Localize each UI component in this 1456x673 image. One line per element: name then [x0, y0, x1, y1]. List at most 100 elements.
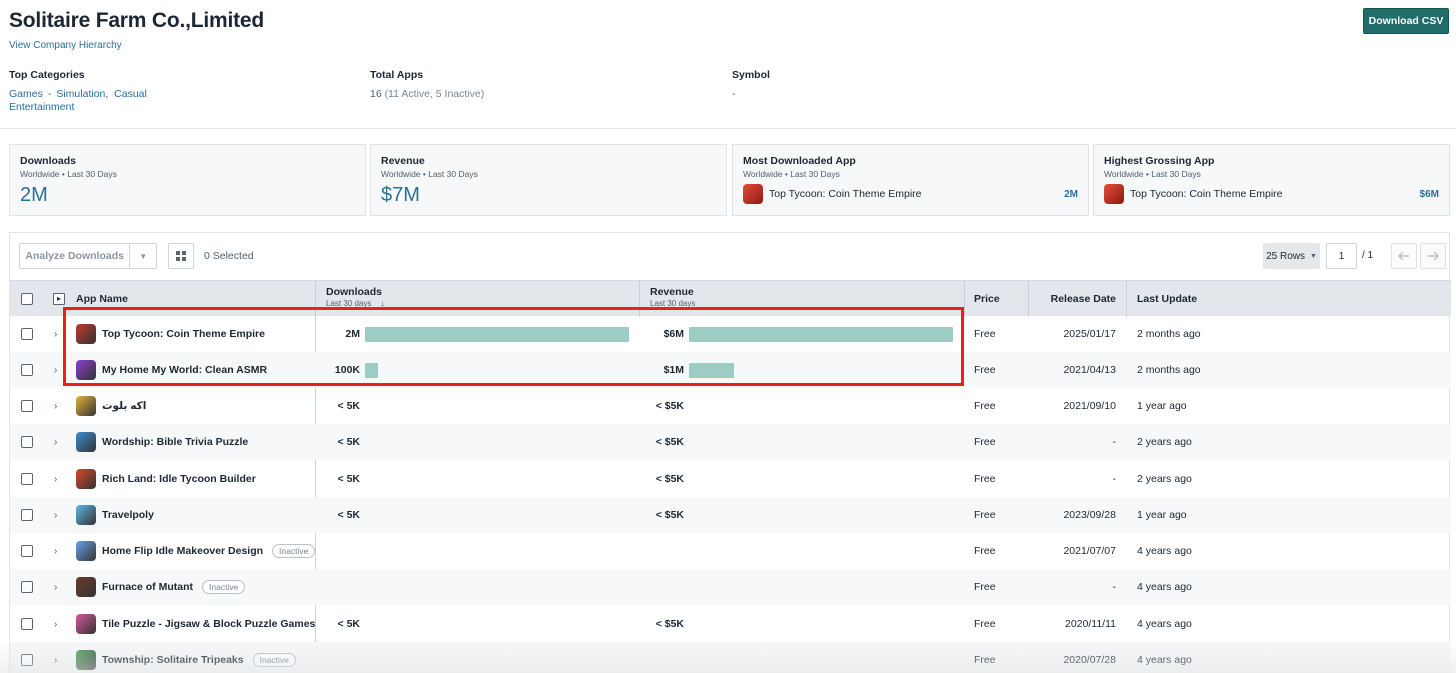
total-apps-value: 16 (11 Active, 5 Inactive): [370, 88, 710, 101]
grid-view-button[interactable]: [168, 243, 194, 269]
stat-app-name[interactable]: Top Tycoon: Coin Theme Empire: [1130, 188, 1283, 200]
app-name-cell[interactable]: Home Flip Idle Makeover Design Inactive: [76, 533, 316, 569]
category-separator: ,: [105, 88, 109, 100]
release-date-value: -: [1112, 473, 1117, 485]
app-name-link[interactable]: Furnace of Mutant: [102, 581, 193, 593]
app-name-link[interactable]: Top Tycoon: Coin Theme Empire: [102, 328, 265, 340]
app-name-cell[interactable]: Tile Puzzle - Jigsaw & Block Puzzle Game…: [76, 606, 316, 642]
downloads-value: 2M: [345, 328, 360, 340]
app-name-link[interactable]: Home Flip Idle Makeover Design: [102, 545, 264, 557]
table-row[interactable]: › Top Tycoon: Coin Theme Empire 2M $6M Free 2…: [10, 316, 1451, 352]
category-link-simulation[interactable]: Simulation: [56, 88, 106, 100]
app-name-link[interactable]: My Home My World: Clean ASMR: [102, 364, 268, 376]
row-expand-toggle[interactable]: ›: [54, 569, 66, 605]
stat-app-row[interactable]: Top Tycoon: Coin Theme Empire 2M: [743, 184, 1078, 204]
app-name-link[interactable]: Wordship: Bible Trivia Puzzle: [102, 436, 249, 448]
column-header-app-name[interactable]: App Name: [76, 293, 128, 305]
row-expand-toggle[interactable]: ›: [54, 352, 66, 388]
download-csv-button[interactable]: Download CSV: [1363, 8, 1449, 34]
column-header-release-date[interactable]: Release Date: [1050, 293, 1116, 305]
app-name-cell[interactable]: Furnace of Mutant Inactive: [76, 569, 314, 605]
select-all-checkbox[interactable]: [21, 293, 33, 305]
downloads-value: 100K: [334, 364, 360, 376]
selected-count: 0 Selected: [204, 250, 254, 262]
app-name-cell[interactable]: My Home My World: Clean ASMR: [76, 352, 314, 388]
rows-per-page-select[interactable]: 25 Rows ▼: [1263, 243, 1320, 269]
stat-subtitle: Worldwide • Last 30 Days: [20, 169, 117, 179]
column-header-last-update[interactable]: Last Update: [1137, 293, 1198, 305]
expand-all-toggle[interactable]: ▸: [53, 293, 65, 305]
app-name-cell[interactable]: اكه بلوت: [76, 388, 314, 424]
category-link-games[interactable]: Games: [9, 88, 43, 100]
stat-app-name[interactable]: Top Tycoon: Coin Theme Empire: [769, 188, 922, 200]
stat-app-row[interactable]: Top Tycoon: Coin Theme Empire $6M: [1104, 184, 1439, 204]
release-date-value: 2021/04/13: [1063, 364, 1116, 376]
app-name-cell[interactable]: Township: Solitaire Tripeaks Inactive: [76, 642, 314, 673]
row-checkbox[interactable]: [21, 436, 33, 448]
next-page-button[interactable]: [1420, 243, 1446, 269]
row-expand-toggle[interactable]: ›: [54, 642, 66, 673]
chevron-down-icon[interactable]: ▼: [139, 251, 148, 261]
table-row[interactable]: › Travelpoly < 5K < $5K Free 2023/09/28 1 year…: [10, 497, 1451, 533]
app-name-link[interactable]: Township: Solitaire Tripeaks: [102, 654, 244, 666]
row-checkbox[interactable]: [21, 618, 33, 630]
price-value: Free: [974, 473, 996, 485]
category-link-entertainment[interactable]: Entertainment: [9, 101, 75, 113]
app-name-link[interactable]: Rich Land: Idle Tycoon Builder: [102, 473, 256, 485]
app-name-cell[interactable]: Wordship: Bible Trivia Puzzle: [76, 424, 314, 460]
app-name-link[interactable]: Tile Puzzle - Jigsaw & Block Puzzle Game…: [102, 618, 316, 630]
chevron-right-icon: ›: [54, 364, 58, 376]
category-separator: -: [47, 88, 52, 100]
row-checkbox[interactable]: [21, 473, 33, 485]
table-row[interactable]: › اكه بلوت < 5K < $5K Free 2021/09/10 1 year a…: [10, 388, 1451, 424]
table-row[interactable]: › Furnace of Mutant Inactive Free - 4 years a…: [10, 569, 1451, 605]
row-expand-toggle[interactable]: ›: [54, 606, 66, 642]
row-checkbox[interactable]: [21, 545, 33, 557]
revenue-bar: [689, 363, 734, 378]
row-checkbox[interactable]: [21, 509, 33, 521]
app-name-cell[interactable]: Travelpoly: [76, 497, 314, 533]
row-checkbox[interactable]: [21, 581, 33, 593]
row-checkbox[interactable]: [21, 400, 33, 412]
header-divider: [0, 128, 1456, 129]
table-row[interactable]: › Tile Puzzle - Jigsaw & Block Puzzle Gam…: [10, 606, 1451, 642]
app-name-cell[interactable]: Rich Land: Idle Tycoon Builder: [76, 461, 314, 497]
row-expand-toggle[interactable]: ›: [54, 316, 66, 352]
chevron-right-icon: ›: [54, 436, 58, 448]
downloads-bar: [365, 363, 378, 378]
row-checkbox[interactable]: [21, 328, 33, 340]
row-expand-toggle[interactable]: ›: [54, 388, 66, 424]
last-update-value: 2 years ago: [1137, 473, 1192, 485]
row-expand-toggle[interactable]: ›: [54, 461, 66, 497]
price-value: Free: [974, 364, 996, 376]
column-header-revenue[interactable]: Revenue Last 30 days: [650, 287, 695, 309]
row-expand-toggle[interactable]: ›: [54, 533, 66, 569]
app-icon: [76, 650, 96, 670]
column-header-price[interactable]: Price: [974, 293, 1000, 305]
revenue-value: < $5K: [655, 509, 684, 521]
analyze-downloads-label[interactable]: Analyze Downloads: [20, 244, 131, 268]
view-company-hierarchy-link[interactable]: View Company Hierarchy: [9, 40, 122, 51]
table-row[interactable]: › Township: Solitaire Tripeaks Inactive Fre…: [10, 642, 1451, 673]
previous-page-button[interactable]: [1391, 243, 1417, 269]
app-name-link[interactable]: Travelpoly: [102, 509, 154, 521]
row-checkbox[interactable]: [21, 364, 33, 376]
table-row[interactable]: › My Home My World: Clean ASMR 100K $1M Free…: [10, 352, 1451, 388]
table-row[interactable]: › Home Flip Idle Makeover Design Inactive F…: [10, 533, 1451, 569]
top-categories-block: Top Categories Games - Simulation, Casual …: [9, 69, 349, 114]
column-divider: [315, 316, 316, 673]
column-divider: [315, 281, 316, 317]
column-header-downloads[interactable]: Downloads Last 30 days ↓: [326, 287, 385, 309]
row-checkbox[interactable]: [21, 654, 33, 666]
sort-descending-icon[interactable]: ↓: [380, 298, 385, 308]
stat-label: Most Downloaded App: [743, 155, 856, 167]
app-name-cell[interactable]: Top Tycoon: Coin Theme Empire: [76, 316, 314, 352]
category-link-casual[interactable]: Casual: [114, 88, 147, 100]
row-expand-toggle[interactable]: ›: [54, 424, 66, 460]
table-row[interactable]: › Wordship: Bible Trivia Puzzle < 5K < $5K F…: [10, 424, 1451, 460]
page-number-input[interactable]: [1326, 243, 1357, 269]
analyze-downloads-dropdown[interactable]: Analyze Downloads ▼: [19, 243, 157, 269]
row-expand-toggle[interactable]: ›: [54, 497, 66, 533]
app-name-link[interactable]: اكه بلوت: [102, 400, 147, 412]
table-row[interactable]: › Rich Land: Idle Tycoon Builder < 5K < $5K…: [10, 461, 1451, 497]
